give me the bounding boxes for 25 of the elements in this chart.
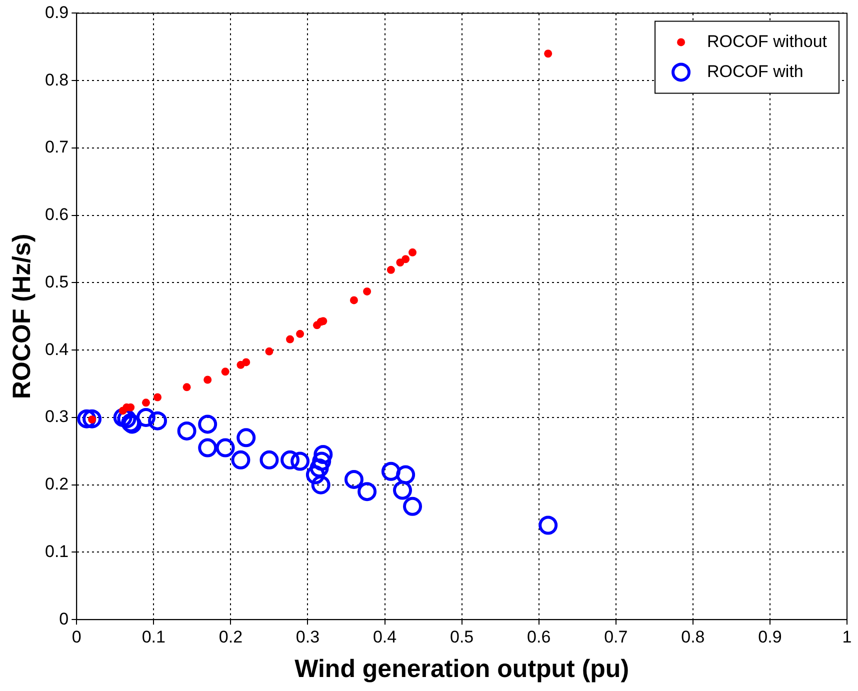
legend-label: ROCOF without bbox=[707, 32, 828, 51]
x-tick-label: 0.4 bbox=[372, 627, 397, 646]
x-tick-label: 0.2 bbox=[218, 627, 243, 646]
x-tick-label: 0 bbox=[72, 627, 82, 646]
y-tick-label: 0.2 bbox=[44, 474, 69, 494]
x-tick-label: 0.9 bbox=[758, 627, 782, 646]
legend-label: ROCOF with bbox=[707, 62, 804, 81]
x-tick-label: 0.5 bbox=[450, 627, 474, 646]
y-tick-label: 0.3 bbox=[44, 407, 69, 426]
y-tick-label: 0.8 bbox=[44, 70, 69, 90]
x-tick-label: 0.7 bbox=[604, 627, 628, 646]
y-tick-label: 0.1 bbox=[44, 542, 69, 561]
x-tick-label: 1 bbox=[842, 627, 852, 646]
y-axis-title: ROCOF (Hz/s) bbox=[8, 234, 36, 400]
x-tick-label: 0.1 bbox=[142, 627, 166, 646]
y-tick-label: 0.6 bbox=[44, 205, 69, 224]
x-tick-label: 0.8 bbox=[681, 627, 705, 646]
y-tick-label: 0.4 bbox=[44, 340, 69, 359]
x-tick-label: 0.3 bbox=[296, 627, 320, 646]
y-tick-label: 0.9 bbox=[44, 2, 69, 22]
x-tick-label: 0.6 bbox=[527, 627, 551, 646]
y-tick-label: 0 bbox=[59, 609, 69, 628]
x-axis-title: Wind generation output (pu) bbox=[294, 654, 630, 683]
y-tick-label: 0.7 bbox=[44, 138, 69, 157]
y-tick-label: 0.5 bbox=[44, 272, 69, 292]
